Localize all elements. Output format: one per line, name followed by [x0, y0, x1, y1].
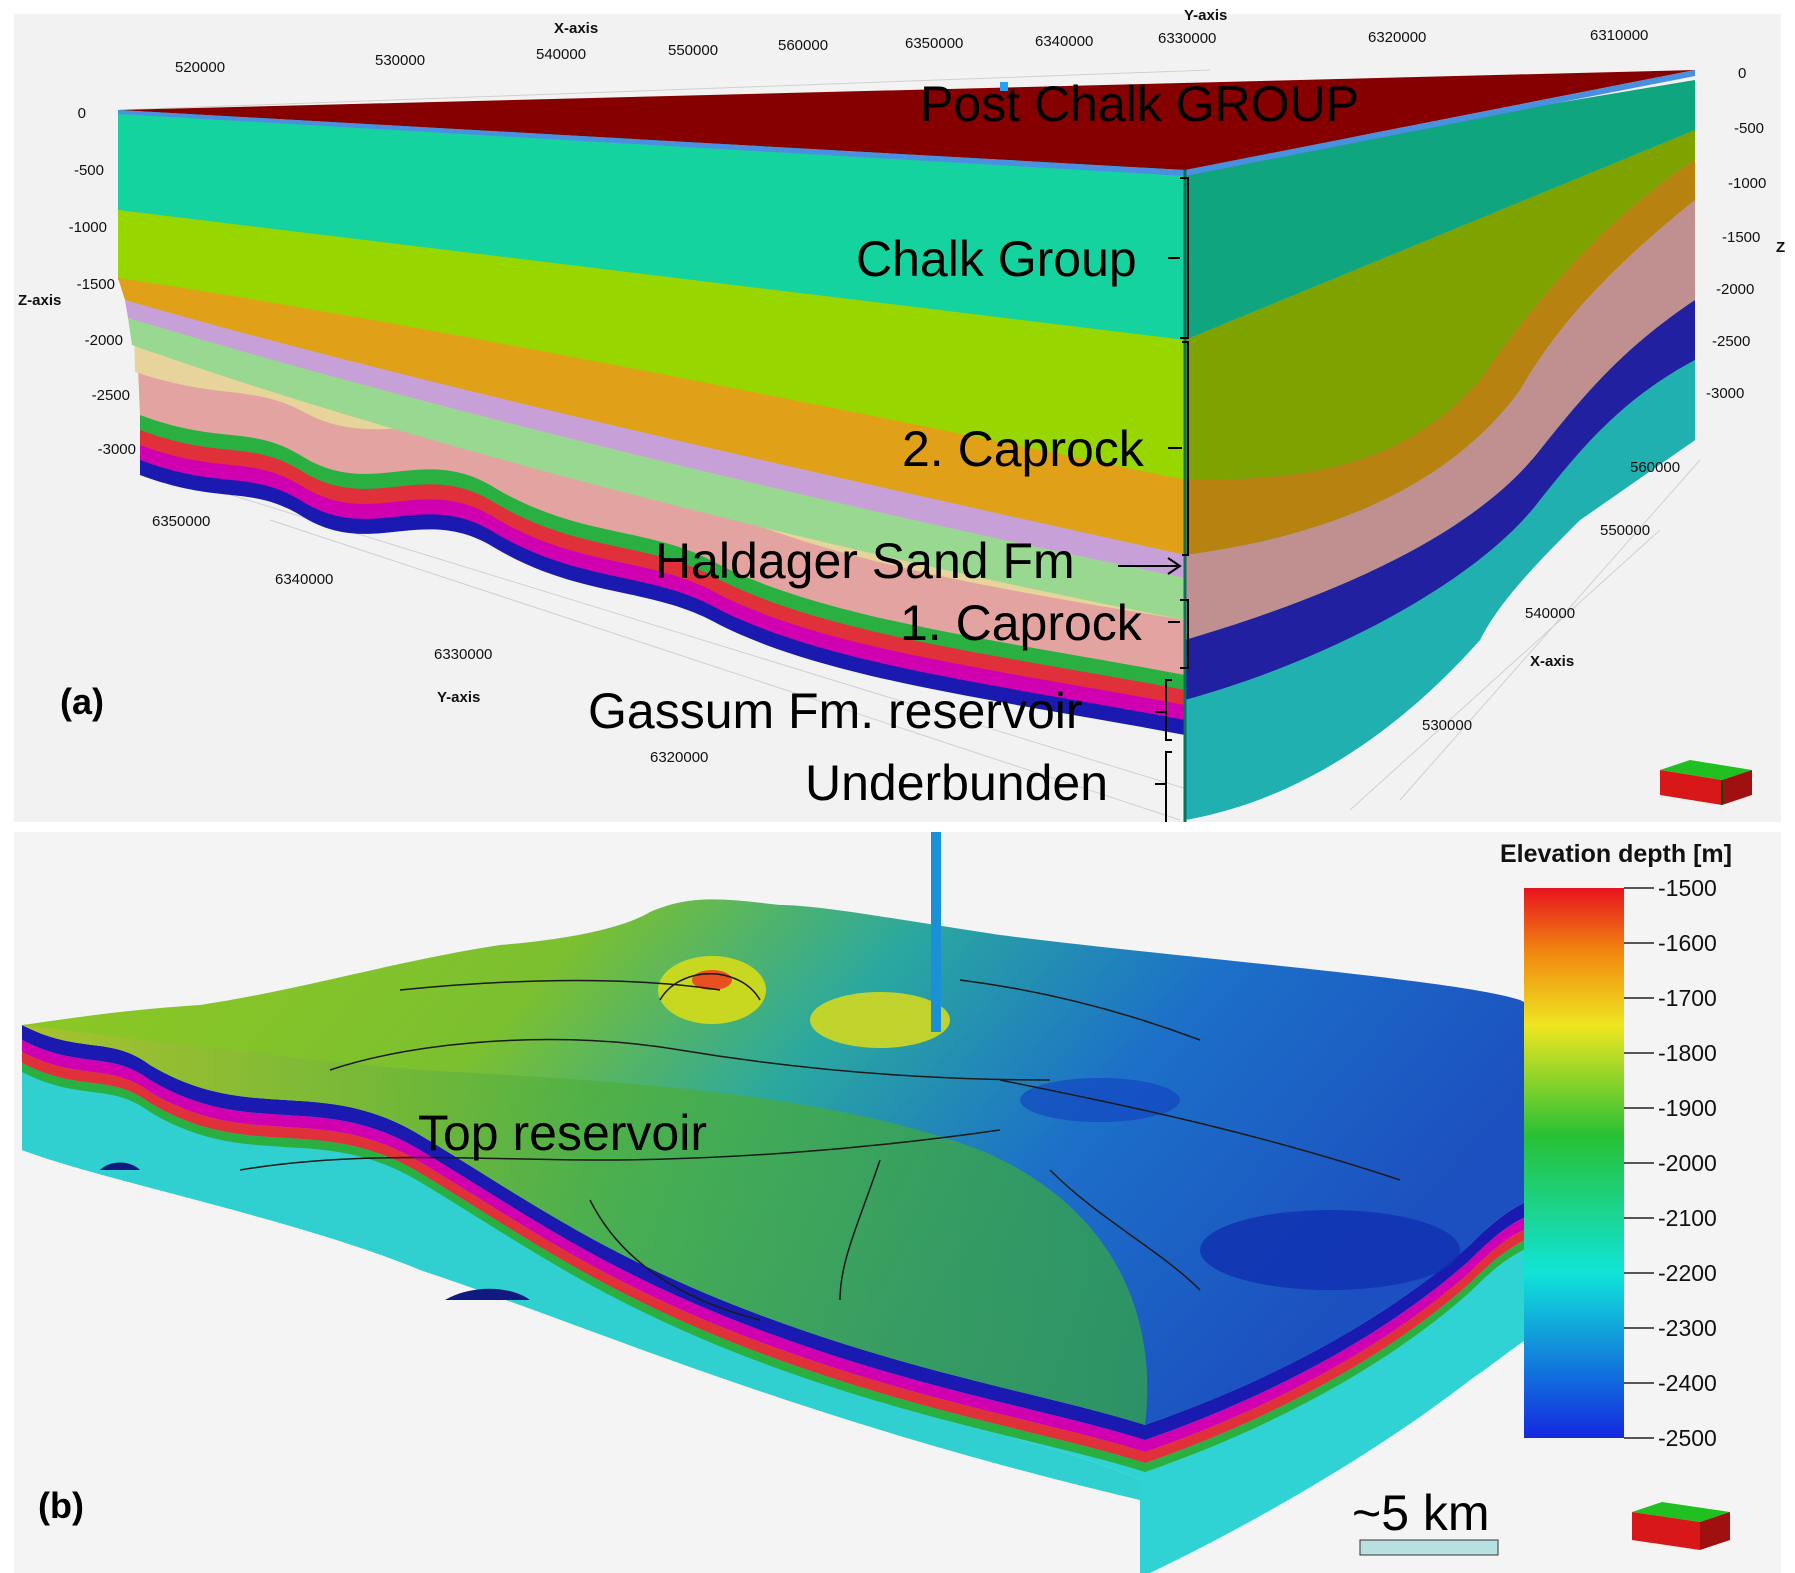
- label-caprock-1: 1. Caprock: [900, 595, 1143, 651]
- panel-b-label: (b): [38, 1485, 84, 1526]
- surface-high: [810, 992, 950, 1048]
- bottom-x-axis-title: X-axis: [1530, 653, 1574, 670]
- contour-lines: [239, 973, 1401, 1321]
- well-pipe: [931, 832, 941, 1032]
- colorbar-tick-label: -2400: [1658, 1370, 1717, 1396]
- label-underbunden: Underbunden: [805, 755, 1108, 811]
- top-x-axis-title: X-axis: [554, 20, 598, 37]
- colorbar-tick-label: -1600: [1658, 930, 1717, 956]
- tick-left-z: -1000: [69, 219, 107, 236]
- caprock-2-face: [118, 278, 1185, 555]
- tick-top-y: 6310000: [1590, 27, 1648, 44]
- z-axis-title-right: Z: [1776, 239, 1785, 256]
- panel-a: Post Chalk GROUP Chalk Group 2. Caprock …: [14, 7, 1785, 822]
- tick-bottom-x: 560000: [1630, 459, 1680, 476]
- tick-bottom-x: 550000: [1600, 522, 1650, 539]
- colorbar-tick-label: -1900: [1658, 1095, 1717, 1121]
- label-chalk-group: Chalk Group: [856, 231, 1137, 287]
- right-caprock-2: [1185, 160, 1695, 555]
- colorbar-tick-label: -1800: [1658, 1040, 1717, 1066]
- tick-top-y: 6340000: [1035, 33, 1093, 50]
- tick-right-z: 0: [1738, 65, 1746, 82]
- tick-right-z: -1000: [1728, 175, 1766, 192]
- right-chalk-lower: [1185, 130, 1695, 480]
- unit-brackets: [1118, 177, 1189, 822]
- post-chalk-edge-right: [1185, 70, 1695, 176]
- tick-bottom-y: 6320000: [650, 749, 708, 766]
- haldager-face: [125, 300, 1185, 578]
- tick-top-y: 6330000: [1158, 30, 1216, 47]
- label-gassum-reservoir: Gassum Fm. reservoir: [588, 683, 1083, 739]
- colorbar-tick-label: -2000: [1658, 1150, 1717, 1176]
- panel-b: Top reservoir (b) ~5 km Elevation depth …: [14, 832, 1781, 1573]
- colorbar-tick-label: -2200: [1658, 1260, 1717, 1286]
- post-chalk-group-unit: [118, 70, 1695, 170]
- sand-face: [128, 318, 1185, 620]
- tick-right-z: -500: [1734, 120, 1764, 137]
- tick-right-z: -2500: [1712, 333, 1750, 350]
- tick-top-y: 6350000: [905, 35, 963, 52]
- tick-left-z: -500: [74, 162, 104, 179]
- colorbar-tick-label: -2300: [1658, 1315, 1717, 1341]
- label-haldager-sand: Haldager Sand Fm: [655, 533, 1075, 589]
- colorbar-tick-label: -2100: [1658, 1205, 1717, 1231]
- colorbar: [1524, 888, 1624, 1438]
- tick-left-z: -1500: [77, 276, 115, 293]
- tick-bottom-y: 6340000: [275, 571, 333, 588]
- tick-top-x: 550000: [668, 42, 718, 59]
- tick-top-x: 520000: [175, 59, 225, 76]
- underbunden-front: [22, 1070, 1140, 1500]
- surface-front-shading: [22, 1025, 1148, 1425]
- z-axis-title: Z-axis: [18, 292, 61, 309]
- right-caprock-1: [1185, 200, 1695, 640]
- tick-right-z: -3000: [1706, 385, 1744, 402]
- surface-trough: [1200, 1210, 1460, 1290]
- scale-bar-label: ~5 km: [1352, 1485, 1490, 1541]
- colorbar-tick-label: -2500: [1658, 1425, 1717, 1451]
- orientation-cube-icon-b: [1632, 1502, 1730, 1550]
- colorbar-ticks: -1500 -1600 -1700 -1800 -1900 -2000 -2100 -2200…: [1624, 875, 1717, 1451]
- tick-bottom-y: 6330000: [434, 646, 492, 663]
- label-post-chalk-group: Post Chalk GROUP: [920, 76, 1359, 132]
- colorbar-tick-label: -1500: [1658, 875, 1717, 901]
- right-reservoir: [1185, 300, 1695, 700]
- tick-left-z: -3000: [98, 441, 136, 458]
- tick-bottom-y: 6350000: [152, 513, 210, 530]
- chalk-group-unit: [118, 110, 1185, 340]
- scale-bar: [1359, 1539, 1499, 1556]
- tick-top-y: 6320000: [1368, 29, 1426, 46]
- bottom-y-axis-title: Y-axis: [437, 689, 480, 706]
- dome-patch: [445, 1288, 530, 1300]
- post-chalk-edge: [118, 110, 1185, 176]
- panel-a-label: (a): [60, 681, 104, 722]
- right-underbunden: [1185, 360, 1695, 820]
- tick-top-x: 540000: [536, 46, 586, 63]
- chalk-group-lower: [118, 210, 1185, 480]
- tick-top-x: 560000: [778, 37, 828, 54]
- orientation-cube-icon: [1660, 760, 1752, 805]
- tick-top-x: 530000: [375, 52, 425, 69]
- tick-left-z: 0: [78, 105, 86, 122]
- colorbar-title: Elevation depth [m]: [1500, 840, 1732, 868]
- tick-right-z: -2000: [1716, 281, 1754, 298]
- dome-patch: [100, 1162, 140, 1170]
- tick-left-z: -2500: [92, 387, 130, 404]
- tick-right-z: -1500: [1722, 229, 1760, 246]
- colorbar-tick-label: -1700: [1658, 985, 1717, 1011]
- tick-bottom-x: 530000: [1422, 717, 1472, 734]
- top-y-axis-title: Y-axis: [1184, 7, 1227, 24]
- tick-bottom-x: 540000: [1525, 605, 1575, 622]
- label-top-reservoir: Top reservoir: [418, 1105, 707, 1161]
- well-marker: [1000, 82, 1008, 91]
- label-caprock-2: 2. Caprock: [902, 421, 1145, 477]
- tick-left-z: -2000: [85, 332, 123, 349]
- reservoir-stack: [22, 1025, 1560, 1472]
